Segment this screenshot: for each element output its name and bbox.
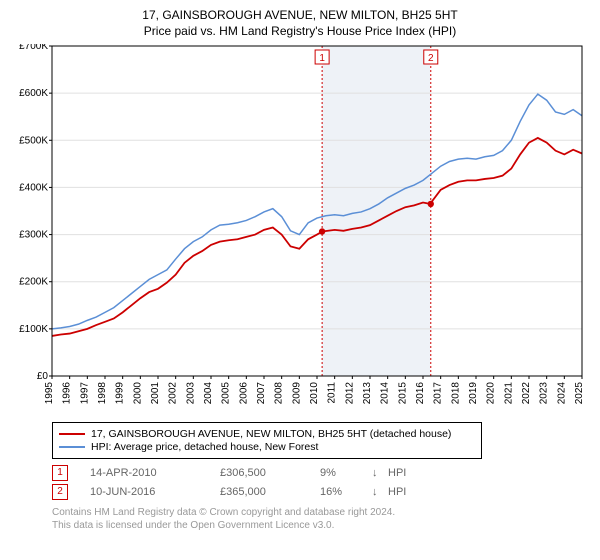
svg-text:2021: 2021 — [503, 382, 514, 405]
sale-marker: 1 — [52, 465, 68, 481]
sale-pct: 9% — [320, 467, 372, 479]
sale-date: 14-APR-2010 — [90, 467, 220, 479]
svg-text:2025: 2025 — [574, 382, 585, 405]
title-line-1: 17, GAINSBOROUGH AVENUE, NEW MILTON, BH2… — [10, 8, 590, 22]
down-arrow-icon: ↓ — [372, 486, 388, 498]
svg-text:2006: 2006 — [238, 382, 249, 405]
sale-vs-hpi: HPI — [388, 486, 418, 498]
svg-text:2005: 2005 — [221, 382, 232, 405]
svg-text:1998: 1998 — [97, 382, 108, 405]
svg-text:£700K: £700K — [19, 44, 48, 52]
legend-item: 17, GAINSBOROUGH AVENUE, NEW MILTON, BH2… — [59, 428, 475, 440]
svg-text:2024: 2024 — [556, 382, 567, 405]
title-line-2: Price paid vs. HM Land Registry's House … — [10, 24, 590, 38]
svg-text:2004: 2004 — [203, 382, 214, 405]
svg-text:2018: 2018 — [450, 382, 461, 405]
svg-text:£500K: £500K — [19, 135, 48, 146]
svg-text:£0: £0 — [37, 371, 49, 382]
svg-text:2000: 2000 — [132, 382, 143, 405]
svg-text:2011: 2011 — [327, 382, 338, 404]
svg-text:£100K: £100K — [19, 324, 48, 335]
sale-vs-hpi: HPI — [388, 467, 418, 479]
sale-date: 10-JUN-2016 — [90, 486, 220, 498]
legend-label: HPI: Average price, detached house, New … — [91, 441, 318, 453]
svg-text:1: 1 — [319, 53, 325, 64]
sale-price: £306,500 — [220, 467, 320, 479]
chart-container: 17, GAINSBOROUGH AVENUE, NEW MILTON, BH2… — [0, 0, 600, 538]
legend: 17, GAINSBOROUGH AVENUE, NEW MILTON, BH2… — [52, 422, 482, 459]
sale-pct: 16% — [320, 486, 372, 498]
svg-text:2007: 2007 — [256, 382, 267, 405]
svg-text:2022: 2022 — [521, 382, 532, 405]
svg-text:2008: 2008 — [274, 382, 285, 405]
svg-text:£400K: £400K — [19, 182, 48, 193]
svg-text:£600K: £600K — [19, 88, 48, 99]
sale-row: 1 14-APR-2010£306,5009%↓HPI — [52, 465, 590, 481]
svg-text:1995: 1995 — [44, 382, 55, 405]
legend-swatch — [59, 446, 85, 448]
svg-text:2002: 2002 — [168, 382, 179, 405]
svg-text:2015: 2015 — [397, 382, 408, 405]
svg-text:2017: 2017 — [433, 382, 444, 405]
sale-price: £365,000 — [220, 486, 320, 498]
svg-text:2010: 2010 — [309, 382, 320, 405]
svg-text:2019: 2019 — [468, 382, 479, 405]
svg-text:2013: 2013 — [362, 382, 373, 405]
svg-text:1996: 1996 — [62, 382, 73, 405]
svg-text:2014: 2014 — [380, 382, 391, 405]
chart: £0 £100K £200K £300K £400K £500K £600K £700K 199… — [10, 44, 590, 414]
sale-row: 2 10-JUN-2016£365,00016%↓HPI — [52, 484, 590, 500]
legend-item: HPI: Average price, detached house, New … — [59, 441, 475, 453]
svg-text:1999: 1999 — [115, 382, 126, 405]
svg-text:2003: 2003 — [185, 382, 196, 405]
svg-text:2016: 2016 — [415, 382, 426, 405]
svg-text:2012: 2012 — [344, 382, 355, 405]
svg-text:£200K: £200K — [19, 277, 48, 288]
sales-table: 1 14-APR-2010£306,5009%↓HPI 2 10-JUN-2016£3… — [52, 465, 590, 500]
svg-text:2001: 2001 — [150, 382, 161, 405]
down-arrow-icon: ↓ — [372, 467, 388, 479]
legend-label: 17, GAINSBOROUGH AVENUE, NEW MILTON, BH2… — [91, 428, 451, 440]
sale-marker: 2 — [52, 484, 68, 500]
svg-text:2: 2 — [428, 53, 434, 64]
svg-text:2023: 2023 — [539, 382, 550, 405]
svg-text:2009: 2009 — [291, 382, 302, 405]
legend-swatch — [59, 433, 85, 435]
footer-attribution: Contains HM Land Registry data © Crown c… — [52, 506, 590, 532]
footer-line-2: This data is licensed under the Open Gov… — [52, 519, 590, 532]
footer-line-1: Contains HM Land Registry data © Crown c… — [52, 506, 590, 519]
svg-text:£300K: £300K — [19, 230, 48, 241]
svg-text:2020: 2020 — [486, 382, 497, 405]
svg-text:1997: 1997 — [79, 382, 90, 405]
